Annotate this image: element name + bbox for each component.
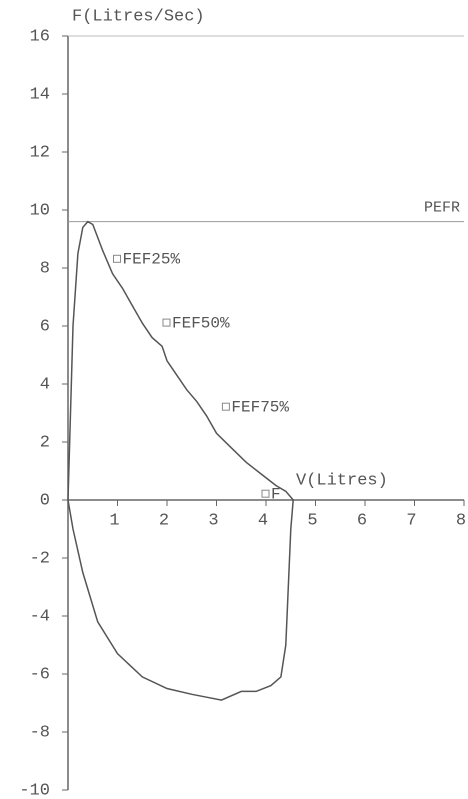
annotation-marker (113, 254, 121, 263)
y-tick-label: -6 (30, 665, 50, 684)
y-tick-label: -2 (30, 549, 50, 568)
annotation-label: F (271, 485, 281, 503)
y-tick-label: 16 (30, 27, 50, 46)
annotation-label: FEF25% (123, 251, 181, 269)
y-tick-label: 8 (40, 259, 50, 278)
y-tick-label: 0 (40, 491, 50, 510)
pefr-label: PEFR (424, 200, 460, 217)
y-tick-label: -10 (19, 781, 50, 799)
y-axis-label: F(Litres/Sec) (72, 7, 205, 26)
flow-volume-loop (67, 220, 294, 701)
y-tick-label: 14 (30, 85, 50, 104)
x-tick-label: 8 (456, 511, 466, 530)
x-tick-label: 7 (406, 511, 416, 530)
x-tick-label: 3 (208, 511, 218, 530)
annotation-marker (162, 318, 171, 327)
x-tick-label: 6 (357, 511, 367, 530)
x-tick-label: 5 (307, 511, 317, 530)
y-tick-label: 2 (40, 433, 50, 452)
y-tick-label: 12 (30, 143, 50, 162)
x-tick-label: 2 (159, 511, 169, 530)
x-axis-label: V(Litres) (296, 471, 388, 490)
annotation-marker (261, 489, 270, 498)
y-tick-label: -4 (30, 607, 50, 626)
annotation-label: FEF75% (231, 398, 289, 416)
y-tick-label: 4 (40, 375, 50, 394)
x-tick-label: 4 (258, 511, 268, 530)
annotation-marker (221, 402, 230, 411)
y-tick-label: 10 (30, 201, 50, 220)
y-tick-label: 6 (40, 317, 50, 336)
y-tick-label: -8 (30, 723, 50, 742)
x-tick-label: 1 (109, 511, 119, 530)
annotation-label: FEF50% (172, 314, 230, 332)
